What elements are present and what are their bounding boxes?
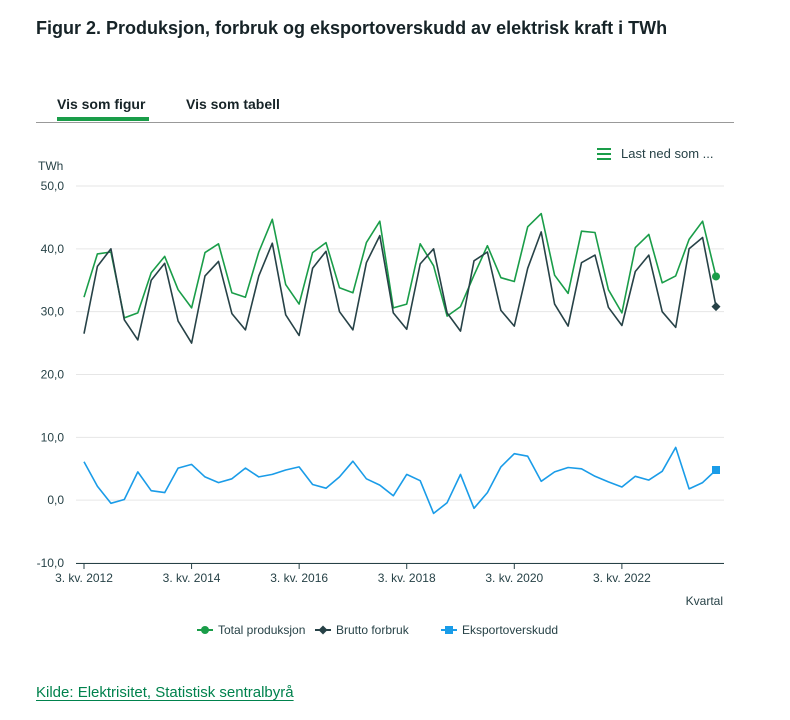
y-tick-label: 50,0	[41, 179, 65, 193]
tab-figure[interactable]: Vis som figur	[57, 96, 146, 112]
x-tick-label: 3. kv. 2018	[378, 571, 436, 585]
line-chart: -10,0 0,0 10,0 20,0 30,0 40,0 50,0 3. kv. 2012…	[37, 159, 724, 637]
series-end-marker-total-produksjon	[712, 272, 720, 281]
y-tick-label: -10,0	[37, 556, 65, 570]
x-tick-label: 3. kv. 2016	[270, 571, 328, 585]
legend-item[interactable]: Brutto forbruk	[315, 623, 410, 637]
legend-label: Eksportoverskudd	[462, 623, 558, 637]
y-tick-label: 10,0	[41, 430, 65, 444]
grid-lines	[76, 185, 724, 564]
y-tick-label: 30,0	[41, 305, 65, 319]
x-tick-label: 3. kv. 2014	[163, 571, 221, 585]
view-tabs: Vis som figur Vis som tabell	[36, 90, 734, 123]
tab-table[interactable]: Vis som tabell	[186, 96, 280, 112]
hamburger-menu-icon	[597, 147, 611, 160]
legend-item[interactable]: Total produksjon	[197, 623, 305, 637]
series-end-marker-eksportoverskudd	[712, 466, 720, 475]
y-tick-label: 0,0	[47, 493, 64, 507]
series-end-marker-brutto-forbruk	[711, 302, 721, 312]
legend: Total produksjon Brutto forbruk Eksportove…	[197, 623, 558, 637]
download-label: Last ned som ...	[621, 146, 714, 161]
series-line-eksportoverskudd	[83, 446, 717, 515]
y-tick-label: 40,0	[41, 242, 65, 256]
download-menu-button[interactable]: Last ned som ...	[597, 146, 714, 161]
x-tick-label: 3. kv. 2020	[485, 571, 543, 585]
legend-label: Brutto forbruk	[336, 623, 410, 637]
legend-marker	[318, 625, 328, 635]
figure-title: Figur 2. Produksjon, forbruk og eksporto…	[36, 18, 668, 38]
legend-item[interactable]: Eksportoverskudd	[441, 623, 558, 637]
active-tab-indicator	[57, 117, 149, 121]
legend-marker	[201, 626, 209, 634]
source-link[interactable]: Kilde: Elektrisitet, Statistisk sentralb…	[36, 684, 294, 701]
y-axis: -10,0 0,0 10,0 20,0 30,0 40,0 50,0	[37, 179, 65, 570]
y-tick-label: 20,0	[41, 368, 65, 382]
series-line-total-produksjon	[83, 212, 717, 319]
legend-marker	[445, 626, 453, 634]
x-tick-label: 3. kv. 2012	[55, 571, 113, 585]
y-axis-title: TWh	[38, 159, 63, 173]
x-axis-title: Kvartal	[686, 594, 723, 608]
series-line-brutto-forbruk	[83, 231, 717, 344]
legend-label: Total produksjon	[218, 623, 305, 637]
series-lines	[83, 212, 721, 515]
x-axis: 3. kv. 2012 3. kv. 2014 3. kv. 2016 3. kv. …	[55, 563, 724, 585]
x-tick-label: 3. kv. 2022	[593, 571, 651, 585]
